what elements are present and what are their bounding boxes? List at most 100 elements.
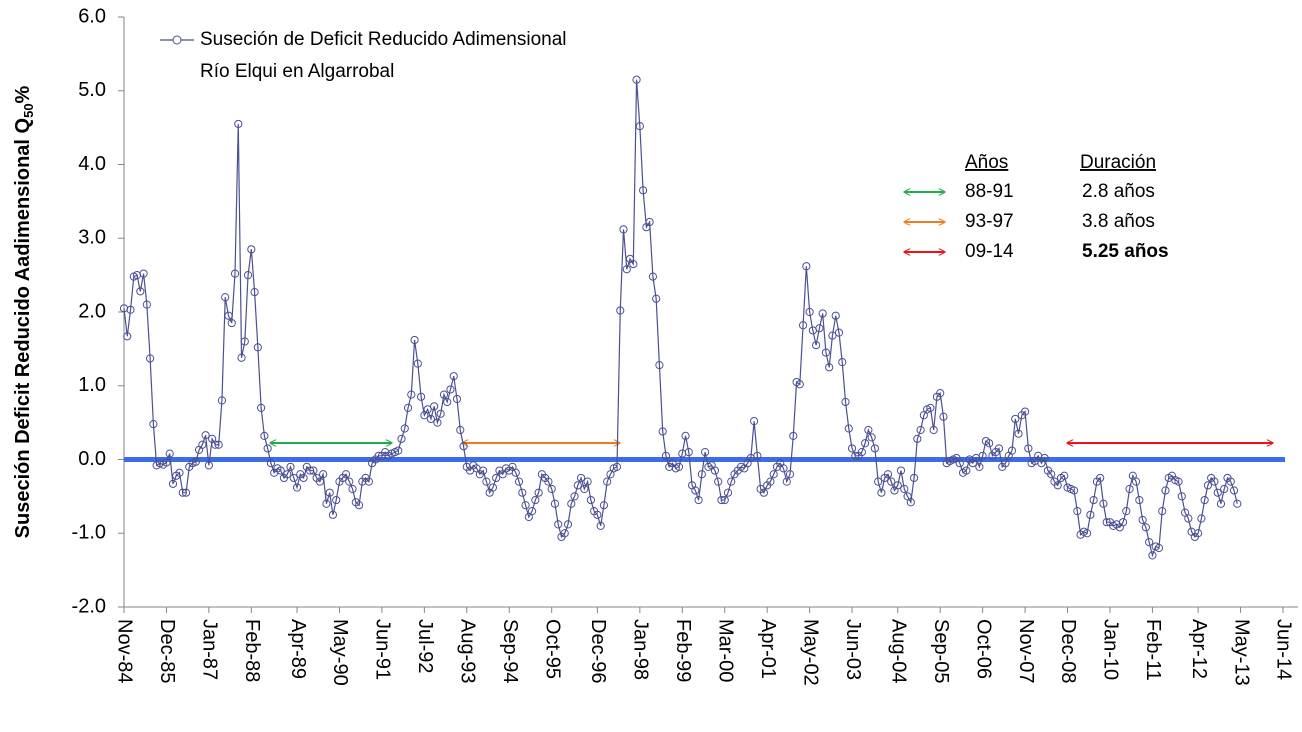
point [364,477,373,486]
point [828,331,837,340]
point [616,306,625,315]
x-tick-label: Jan-87 [199,619,221,680]
point [482,477,491,486]
point [1007,446,1017,455]
point [593,510,602,519]
point [1135,495,1144,505]
point [1020,407,1030,416]
point [165,449,174,458]
point [286,462,295,471]
point [714,477,723,486]
point [815,324,824,333]
point [874,477,883,486]
point [1194,529,1203,538]
point [825,363,834,372]
point [674,462,684,471]
point [374,451,383,460]
point [622,265,631,274]
point [221,293,230,302]
point [315,477,324,486]
point [178,488,187,497]
point [488,483,498,492]
point [452,394,462,404]
point [1047,470,1056,479]
point [661,451,671,460]
point [1220,484,1229,494]
point [655,361,664,370]
point [168,479,178,488]
point [142,300,151,309]
point [658,427,667,436]
point [612,462,622,471]
x-tick-label: Jun-03 [842,619,864,680]
point [198,440,207,449]
point [962,466,971,475]
point [936,389,945,398]
point [250,287,259,297]
point [1086,510,1095,519]
point [913,434,922,443]
point [1158,507,1167,516]
point [328,510,338,519]
point [691,486,700,495]
point [831,311,840,320]
point [276,466,285,475]
point [1148,551,1157,560]
point [570,492,579,501]
point [211,440,220,449]
point [544,477,553,486]
point [247,245,256,254]
point [521,501,530,510]
point [994,444,1004,453]
point [681,431,690,440]
point [834,328,844,337]
point [652,294,661,303]
point [684,448,693,457]
point [586,495,595,505]
point [639,186,648,195]
point [844,424,853,433]
point [563,520,573,529]
point [929,425,938,435]
x-tick-label: Jun-14 [1273,619,1295,680]
point [292,483,302,492]
y-tick-label: 5.0 [78,79,106,101]
point [413,359,422,368]
y-tick-label: -2.0 [72,595,106,617]
point [443,397,452,407]
point [1131,477,1141,486]
point [769,470,778,479]
point [821,348,831,357]
x-tick-label: Apr-12 [1188,619,1210,679]
point [766,477,775,486]
point [204,461,213,470]
x-tick-label: Feb-99 [672,619,694,682]
point [717,495,726,505]
point [1096,473,1105,483]
point [201,431,210,440]
point [877,488,886,497]
point [887,477,896,486]
point [723,488,733,497]
subtitle: Río Elqui en Algarrobal [200,61,394,82]
x-tick-label: May-02 [799,619,821,686]
table-duration: 5.25 años [1082,241,1169,262]
point [547,484,556,494]
point [619,225,628,234]
point [1011,414,1020,424]
point [1174,477,1183,486]
point [439,390,449,399]
x-tick-label: Jul-92 [414,619,436,673]
point [750,417,759,426]
point [795,380,804,389]
point [629,259,638,269]
point [1233,499,1242,508]
table-years: 93-97 [965,211,1014,232]
point [720,495,729,505]
x-tick-label: Aug-93 [457,619,479,684]
table-header: Duración [1080,152,1156,173]
table-duration: 2.8 años [1082,181,1155,202]
x-tick-label: Mar-00 [714,619,736,682]
point [217,396,227,405]
point [534,488,543,497]
